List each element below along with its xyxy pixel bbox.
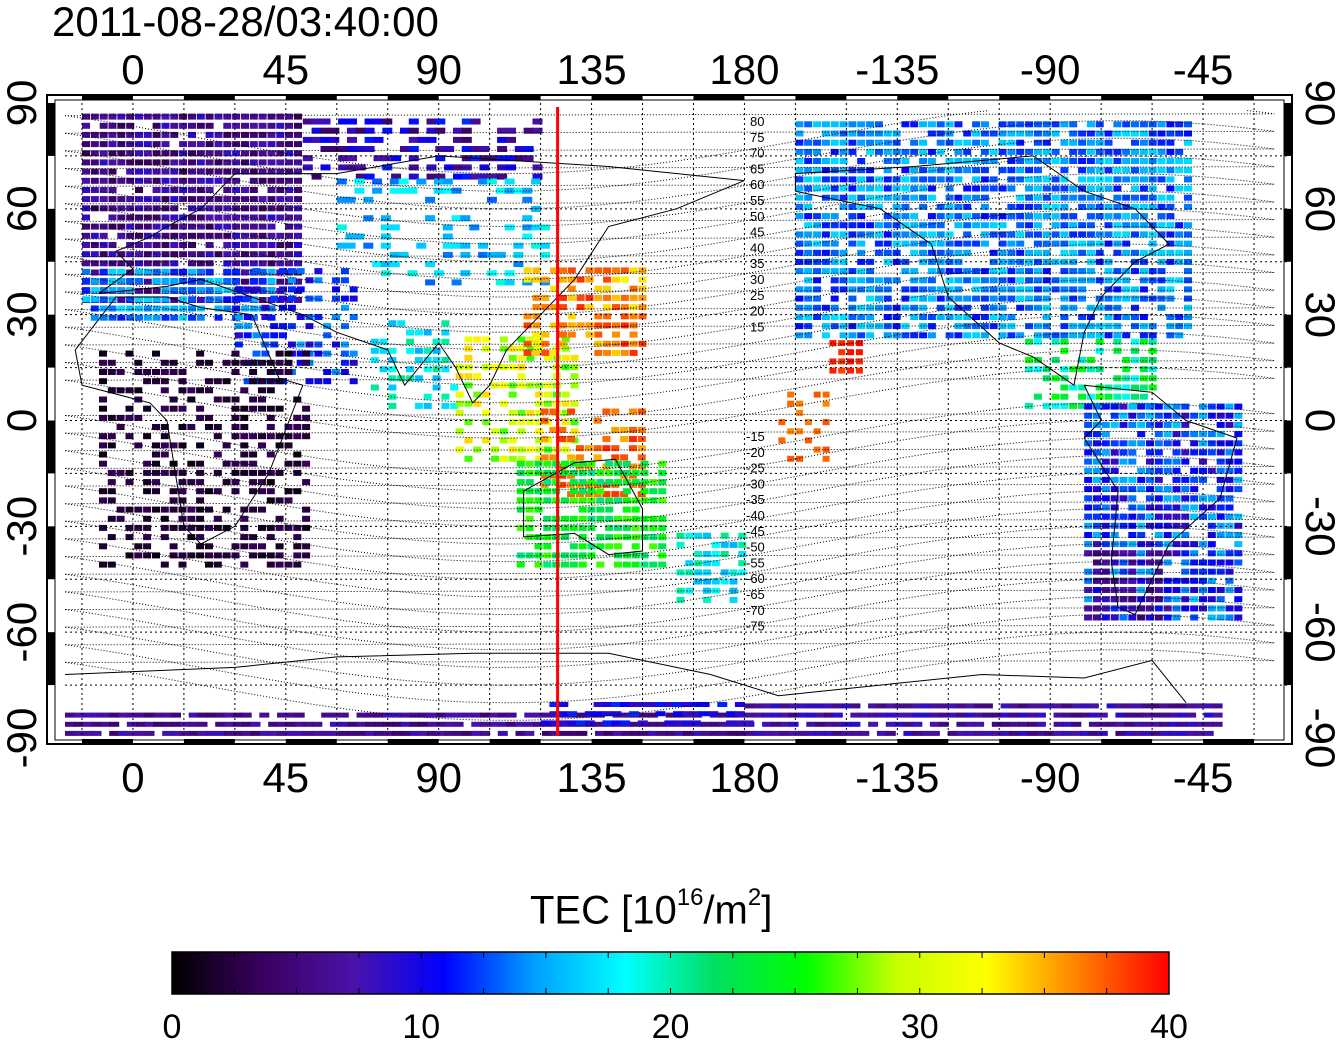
magnetic-lat-label: -40 <box>746 508 765 523</box>
right-lat-label: -30 <box>1297 496 1340 557</box>
left-lat-label: 0 <box>0 409 45 432</box>
magnetic-lat-label: 25 <box>750 288 764 303</box>
left-lat-label: 60 <box>0 185 45 232</box>
bottom-lon-label: 135 <box>557 754 627 801</box>
magnetic-lat-label: 70 <box>750 146 764 161</box>
top-lon-label: 180 <box>709 46 779 93</box>
magnetic-lat-label: -60 <box>746 571 765 586</box>
magnetic-lat-label: -75 <box>746 619 765 634</box>
figure-title: 2011-08-28/03:40:00 <box>52 0 439 45</box>
magnetic-lat-label: -20 <box>746 445 765 460</box>
magnetic-lat-label: -30 <box>746 476 765 491</box>
magnetic-lat-label: 15 <box>750 319 764 334</box>
magnetic-lat-label: -70 <box>746 603 765 618</box>
top-lon-label: -90 <box>1020 46 1081 93</box>
colorbar-tick-label: 10 <box>402 1008 441 1046</box>
bottom-lon-label: 180 <box>709 754 779 801</box>
left-lat-label: -60 <box>0 602 45 663</box>
magnetic-lat-label: -50 <box>746 540 765 555</box>
map-frame <box>46 94 1293 745</box>
bottom-lon-label: 0 <box>121 754 144 801</box>
top-lon-label: 90 <box>415 46 462 93</box>
top-lon-label: -135 <box>855 46 939 93</box>
colorbar-tick-label: 0 <box>162 1008 182 1046</box>
magnetic-lat-label: 40 <box>750 240 764 255</box>
tec-map: 8075706560555045403530252015-15-20-25-30… <box>0 46 1340 801</box>
magnetic-lat-label: 75 <box>750 130 764 145</box>
bottom-lon-label: -90 <box>1020 754 1081 801</box>
axis-labels: 0 45 90 135 180 -135 -90 -45 0 45 90 135 180 -135 -90 -… <box>0 46 1340 801</box>
colorbar-tick-label: 40 <box>1150 1008 1188 1046</box>
magnetic-lat-label: -35 <box>746 492 765 507</box>
colorbar-tick-label: 20 <box>651 1008 690 1046</box>
magnetic-lat-label: -25 <box>746 461 765 476</box>
magnetic-lat-label: -55 <box>746 555 765 570</box>
magnetic-lat-label: 35 <box>750 256 764 271</box>
magnetic-lat-label: 65 <box>750 161 764 176</box>
right-lat-label: -90 <box>1297 708 1340 769</box>
magnetic-lat-label: 55 <box>750 193 764 208</box>
bottom-lon-label: -45 <box>1173 754 1234 801</box>
right-lat-label: 60 <box>1297 185 1340 232</box>
magnetic-lat-label: -65 <box>746 587 765 602</box>
graticule <box>65 103 1288 738</box>
top-lon-label: 45 <box>262 46 309 93</box>
right-lat-label: 90 <box>1297 80 1340 127</box>
coastline-layer <box>64 155 1238 704</box>
left-lat-label: -30 <box>0 496 45 557</box>
top-lon-label: -45 <box>1173 46 1234 93</box>
tec-data-layer <box>65 113 1243 736</box>
bottom-lon-label: -135 <box>855 754 939 801</box>
magnetic-lat-label: -45 <box>746 524 765 539</box>
right-lat-label: 0 <box>1297 409 1340 432</box>
colorbar-title: TEC [1016/m2] <box>530 884 773 933</box>
magnetic-lat-label: 60 <box>750 177 764 192</box>
magnetic-lat-label: 30 <box>750 272 764 287</box>
colorbar-gradient <box>171 951 1170 995</box>
colorbar-tick-label: 30 <box>900 1008 939 1046</box>
left-lat-label: 90 <box>0 80 45 127</box>
left-lat-label: 30 <box>0 291 45 338</box>
right-lat-label: 30 <box>1297 291 1340 338</box>
magnetic-lat-label: 50 <box>750 209 764 224</box>
left-lat-label: -90 <box>0 708 45 769</box>
bottom-lon-label: 45 <box>262 754 309 801</box>
magnetic-lat-label: 80 <box>750 114 764 129</box>
magnetic-lat-label: 45 <box>750 225 764 240</box>
right-lat-label: -60 <box>1297 602 1340 663</box>
bottom-lon-label: 90 <box>415 754 462 801</box>
top-lon-label: 0 <box>121 46 144 93</box>
magnetic-lat-label: 20 <box>750 304 764 319</box>
top-lon-label: 135 <box>557 46 627 93</box>
magnetic-lat-label: -15 <box>746 429 765 444</box>
